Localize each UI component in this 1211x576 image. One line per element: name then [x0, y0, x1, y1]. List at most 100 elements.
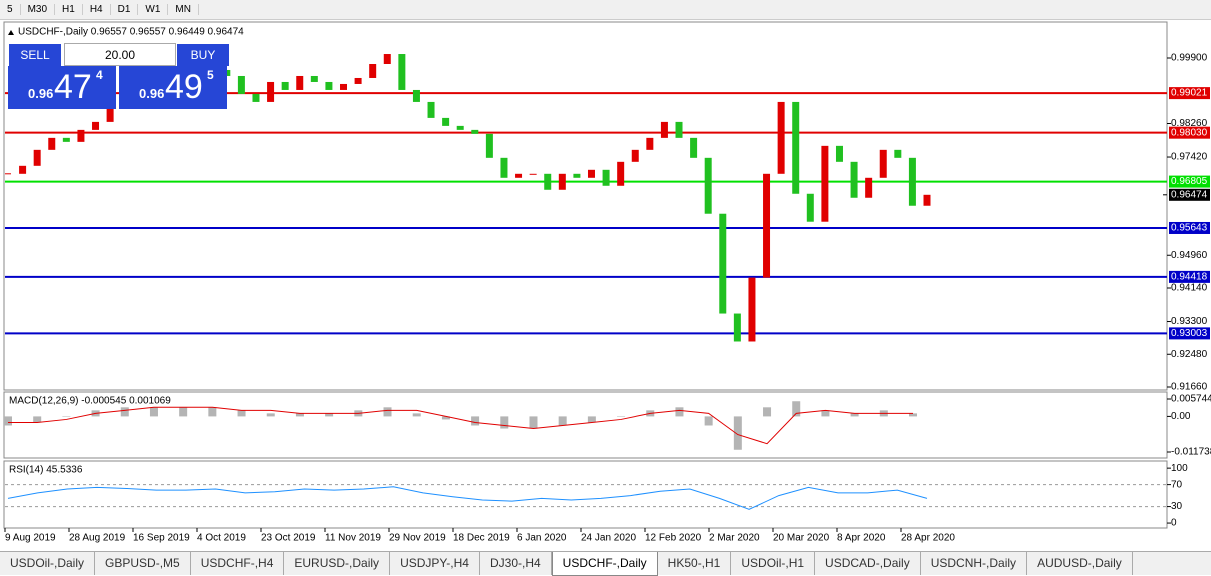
macd-bar: [763, 407, 772, 417]
candle: [456, 125, 464, 130]
timeframe-button[interactable]: H1: [55, 4, 83, 15]
macd-bar: [587, 416, 596, 423]
candle: [558, 173, 566, 190]
level-label-box: [1169, 270, 1210, 283]
candle: [427, 101, 435, 118]
timeframe-button[interactable]: M30: [21, 4, 56, 15]
macd-bar: [266, 413, 275, 417]
bid-price[interactable]: 0.96 47 4: [8, 66, 116, 109]
candle: [325, 81, 333, 90]
macd-bar: [558, 416, 567, 426]
candle: [660, 121, 668, 138]
x-tick-label: 9 Aug 2019: [5, 533, 56, 544]
level-label-box: [1169, 126, 1210, 139]
macd-bar: [704, 416, 713, 426]
chart-tab[interactable]: HK50-,H1: [658, 552, 732, 575]
y-tick-label: 0.94140: [1171, 283, 1208, 294]
one-click-trading: SELL 20.00 BUY 0.96 47 4 0.96 49 5: [8, 43, 230, 109]
x-tick-label: 2 Mar 2020: [709, 533, 760, 544]
candle: [646, 137, 654, 150]
timeframe-button[interactable]: H4: [83, 4, 111, 15]
chart-tab[interactable]: USDCNH-,Daily: [921, 552, 1028, 575]
candle: [763, 173, 771, 278]
candle: [92, 121, 100, 130]
candle: [675, 121, 683, 138]
macd-bar: [675, 407, 684, 417]
chart-tab[interactable]: USDOil-,H1: [731, 552, 816, 575]
price-big: 0.96: [139, 86, 165, 101]
macd-bar: [237, 410, 246, 417]
candle: [33, 149, 41, 166]
chart-tab[interactable]: USDCHF-,H4: [191, 552, 285, 575]
level-label: 0.94418: [1171, 272, 1208, 283]
level-label-box: [1169, 327, 1210, 340]
timeframe-button[interactable]: MN: [168, 4, 199, 15]
rsi-line: [7, 486, 928, 510]
timeframe-button[interactable]: D1: [111, 4, 139, 15]
x-tick-label: 28 Aug 2019: [69, 533, 126, 544]
macd-bar: [62, 416, 71, 417]
candle: [617, 161, 625, 186]
x-tick-label: 23 Oct 2019: [261, 533, 316, 544]
collapse-icon: [8, 30, 14, 35]
lot-input[interactable]: 20.00: [64, 43, 176, 66]
chart-tab[interactable]: USDCAD-,Daily: [815, 552, 921, 575]
ask-price[interactable]: 0.96 49 5: [119, 66, 227, 109]
chart-tab[interactable]: EURUSD-,Daily: [284, 552, 391, 575]
buy-button[interactable]: BUY: [176, 43, 230, 67]
x-tick-label: 29 Nov 2019: [389, 533, 446, 544]
chart-tab[interactable]: AUDUSD-,Daily: [1027, 552, 1133, 575]
macd-bar: [149, 407, 158, 417]
chart-tab[interactable]: GBPUSD-,M5: [95, 552, 191, 575]
macd-bar: [179, 407, 188, 417]
chart-tab[interactable]: USDJPY-,H4: [390, 552, 480, 575]
y-tick-label: 100: [1171, 463, 1188, 474]
candle: [296, 75, 304, 90]
macd-bar: [295, 413, 304, 417]
macd-bar: [441, 416, 450, 420]
timeframe-button[interactable]: 5: [0, 4, 21, 15]
candle: [602, 169, 610, 186]
x-tick-label: 24 Jan 2020: [581, 533, 636, 544]
candle: [806, 193, 814, 222]
rsi-title: RSI(14) 45.5336: [9, 465, 83, 476]
level-label-box: [1169, 221, 1210, 234]
level-label: 0.99021: [1171, 88, 1208, 99]
macd-bar: [500, 416, 509, 429]
macd-signal: [8, 406, 913, 445]
level-label-box: [1169, 175, 1210, 188]
timeframe-button[interactable]: W1: [138, 4, 169, 15]
candle: [631, 149, 639, 162]
x-tick-label: 12 Feb 2020: [645, 533, 702, 544]
rsi-panel: [3, 460, 1168, 529]
candle: [281, 81, 289, 90]
y-tick-label: 0.94960: [1171, 250, 1208, 261]
y-tick-label: 0.93300: [1171, 316, 1208, 327]
candle: [529, 173, 537, 175]
candle: [704, 157, 712, 214]
chart-tab[interactable]: USDCHF-,Daily: [551, 552, 658, 576]
candle: [690, 137, 698, 158]
candle: [587, 169, 595, 178]
candle: [865, 177, 873, 198]
chart-tab[interactable]: DJ30-,H4: [480, 552, 552, 575]
macd-bar: [33, 416, 42, 423]
candle: [573, 173, 581, 178]
chart-tab[interactable]: USDOil-,Daily: [0, 552, 96, 575]
macd-bar: [412, 413, 421, 417]
macd-panel: [3, 391, 1168, 459]
x-tick-label: 20 Mar 2020: [773, 533, 830, 544]
current-price-box: [1169, 188, 1210, 201]
chart-tabs: USDOil-,Daily GBPUSD-,M5 USDCHF-,H4 EURUSD-…: [0, 551, 1211, 576]
y-tick-label: 30: [1171, 501, 1183, 512]
level-label: 0.98030: [1171, 127, 1208, 138]
candle: [777, 101, 785, 174]
y-tick-label: 0.97420: [1171, 152, 1208, 163]
candle: [719, 213, 727, 314]
sell-button[interactable]: SELL: [8, 43, 62, 67]
candle: [354, 77, 362, 84]
macd-bar: [120, 407, 129, 417]
candle: [748, 277, 756, 342]
candle: [850, 161, 858, 198]
